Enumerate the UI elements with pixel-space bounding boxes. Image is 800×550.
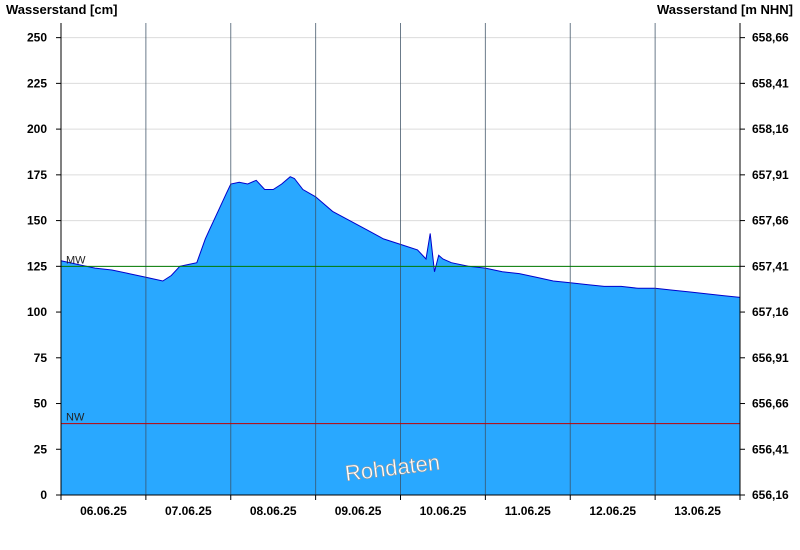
x-tick-label: 08.06.25 [250, 504, 297, 518]
y-tick-label-right: 657,16 [752, 305, 789, 319]
y-tick-label-right: 656,91 [752, 351, 789, 365]
y-tick-label-right: 658,16 [752, 122, 789, 136]
x-tick-label: 12.06.25 [589, 504, 636, 518]
y-tick-label-left: 75 [34, 351, 48, 365]
y-tick-label-left: 100 [27, 305, 47, 319]
day-separator-layer [145, 23, 656, 495]
y-tick-label-right: 656,41 [752, 442, 789, 456]
right-axis-title: Wasserstand [m NHN] [656, 2, 793, 17]
y-tick-label-right: 657,41 [752, 259, 789, 273]
x-tick-label: 11.06.25 [505, 504, 551, 518]
x-tick-label: 13.06.25 [674, 504, 721, 518]
reference-line-layer: MW NW [61, 254, 740, 425]
y-tick-label-left: 200 [27, 122, 47, 136]
axis-layer: 0 25 50 75 100 125 150 175 200 225 250 656,16 656,41… [27, 23, 789, 518]
y-tick-label-right: 657,91 [752, 168, 789, 182]
x-tick-label: 07.06.25 [165, 504, 212, 518]
x-tick-label: 10.06.25 [420, 504, 467, 518]
y-tick-label-right: 658,66 [752, 31, 789, 45]
y-tick-label-left: 175 [27, 168, 47, 182]
y-tick-label-left: 225 [27, 76, 47, 90]
y-tick-label-left: 0 [40, 488, 47, 502]
y-tick-label-right: 656,66 [752, 397, 789, 411]
y-tick-label-left: 125 [27, 259, 47, 273]
left-axis-title: Wasserstand [cm] [6, 2, 118, 17]
y-tick-label-right: 656,16 [752, 488, 789, 502]
y-tick-label-left: 25 [34, 442, 48, 456]
y-tick-label-left: 150 [27, 214, 47, 228]
y-tick-label-left: 50 [34, 397, 48, 411]
reference-label-mw: MW [66, 254, 86, 266]
reference-label-nw: NW [66, 412, 85, 424]
y-tick-label-right: 657,66 [752, 214, 789, 228]
y-tick-label-right: 658,41 [752, 76, 789, 90]
y-tick-label-left: 250 [27, 31, 47, 45]
x-tick-label: 09.06.25 [335, 504, 382, 518]
x-tick-label: 06.06.25 [80, 504, 127, 518]
